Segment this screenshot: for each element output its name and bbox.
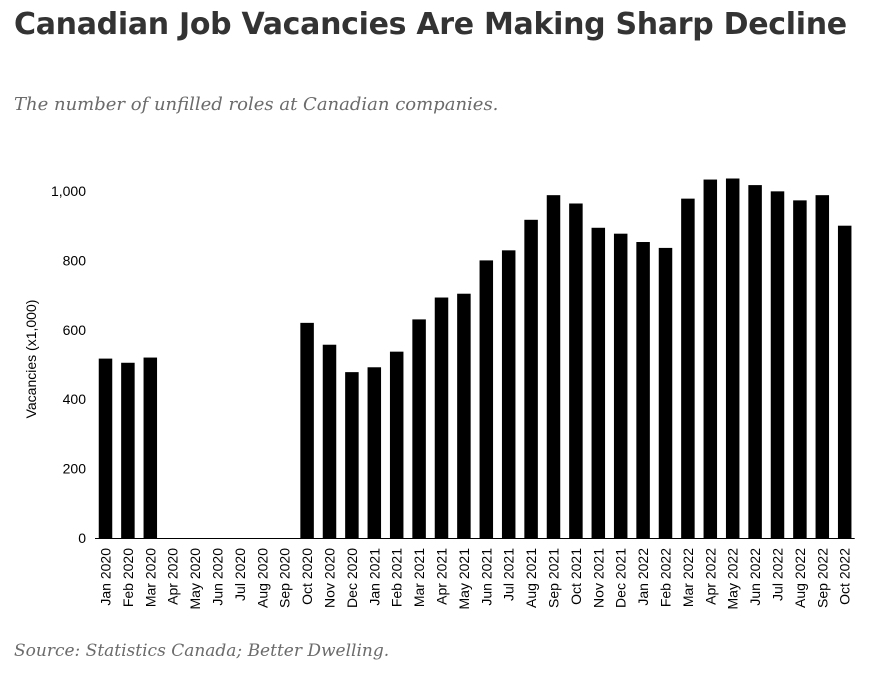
bar [143,357,158,538]
x-tick-label: May 2021 [456,548,472,610]
bar [546,195,561,538]
x-tick-label: Oct 2021 [568,548,584,605]
y-tick-label: 800 [63,252,87,268]
x-tick-label: May 2020 [187,548,203,610]
bar [569,203,583,538]
chart-subtitle: The number of unfilled roles at Canadian… [14,94,499,115]
bar [98,358,113,538]
bar [748,185,762,538]
bar [322,344,337,538]
chart-source: Source: Statistics Canada; Better Dwelli… [14,641,390,661]
y-tick-label: 1,000 [51,183,86,199]
x-tick-label: Jun 2022 [747,548,763,606]
x-axis: Jan 2020 Feb 2020 Mar 2020 Apr 2020 May 2020… [95,538,855,610]
x-tick-label: Apr 2021 [434,548,450,605]
bar [345,372,359,538]
x-tick-label: Dec 2021 [613,548,629,608]
x-tick-label: Nov 2021 [590,548,606,608]
x-tick-label: Jul 2020 [232,548,248,601]
bar [658,247,673,538]
x-tick-label: Sep 2020 [277,548,293,608]
x-tick-label: Mar 2022 [680,548,696,607]
x-tick-label: Oct 2022 [837,548,853,605]
x-tick-label: Feb 2021 [389,548,405,607]
x-tick-label: Mar 2021 [411,548,427,607]
bar [837,225,852,538]
x-tick-label: Nov 2020 [322,548,338,608]
x-tick-label: Jan 2021 [366,548,382,606]
x-tick-label: Feb 2022 [658,548,674,607]
y-tick-label: 600 [63,322,87,338]
x-tick-label: Dec 2020 [344,548,360,608]
bar [524,219,538,538]
bars [98,178,852,539]
bar [815,195,830,538]
bar [300,322,314,538]
bar [501,250,516,538]
bar [770,191,785,539]
bar [613,233,628,538]
bar [636,242,650,538]
bar-chart: Vacancies (x1,000) 0 200 400 600 800 1,000 Ja… [23,178,855,610]
x-tick-label: Jun 2020 [210,548,226,606]
y-tick-label: 200 [63,461,87,477]
x-tick-label: Aug 2021 [523,548,539,608]
y-axis-label: Vacancies (x1,000) [23,300,39,419]
bar [434,297,449,538]
bar [389,351,404,538]
bar [793,200,807,538]
x-tick-label: Jul 2021 [501,548,517,601]
bar [367,367,382,538]
x-tick-label: Apr 2022 [702,548,718,605]
chart-title: Canadian Job Vacancies Are Making Sharp … [14,7,847,42]
x-tick-label: Oct 2020 [299,548,315,605]
x-tick-label: Sep 2021 [546,548,562,608]
bar [412,319,426,538]
y-axis: 0 200 400 600 800 1,000 [51,183,86,546]
x-tick-label: May 2022 [725,548,741,610]
bar [703,179,718,538]
y-tick-label: 400 [63,391,87,407]
bar [725,178,740,538]
x-tick-label: Aug 2022 [792,548,808,608]
x-tick-label: Jun 2021 [478,548,494,606]
x-tick-label: Mar 2020 [142,548,158,607]
y-tick-label: 0 [78,530,86,546]
x-tick-label: Sep 2022 [814,548,830,608]
x-tick-label: Jan 2020 [98,548,114,606]
bar [479,260,494,538]
bar [457,293,471,538]
x-tick-label: Aug 2020 [254,548,270,608]
bar [591,227,606,539]
bar [121,362,135,538]
x-tick-label: Feb 2020 [120,548,136,607]
x-tick-label: Apr 2020 [165,548,181,605]
x-tick-label: Jan 2022 [635,548,651,606]
x-tick-label: Jul 2022 [770,548,786,601]
bar [681,198,695,538]
